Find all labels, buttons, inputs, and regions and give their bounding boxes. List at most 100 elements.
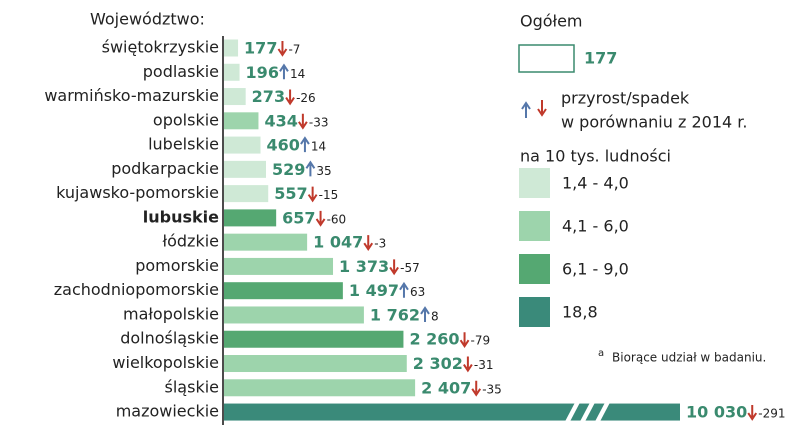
category-label: wielkopolskie <box>112 353 219 372</box>
legend-label: 4,1 - 6,0 <box>562 217 629 236</box>
bar <box>224 185 269 203</box>
category-label: śląskie <box>165 377 219 396</box>
category-label: świętokrzyskie <box>102 38 219 57</box>
value-label: 557 <box>274 184 307 203</box>
bar <box>224 160 267 178</box>
legend-label: 6,1 - 9,0 <box>562 260 629 279</box>
bar <box>224 355 407 373</box>
change-label: -33 <box>309 115 329 129</box>
change-label: -79 <box>471 334 491 348</box>
legend-swatch <box>519 168 550 198</box>
category-label: kujawsko-pomorskie <box>56 183 219 202</box>
change-label: -35 <box>482 382 502 396</box>
down-arrow <box>471 380 482 397</box>
bar <box>224 233 308 251</box>
value-label: 273 <box>252 87 285 106</box>
change-label: -15 <box>319 188 339 202</box>
category-label: małopolskie <box>123 304 219 323</box>
category-label: podlaskie <box>143 62 219 81</box>
footnote: Biorące udział w badaniu. <box>612 351 766 365</box>
change-label: -57 <box>400 261 420 275</box>
bar <box>224 282 343 300</box>
bar <box>224 63 240 81</box>
down-arrow <box>285 89 295 106</box>
value-label: 2 260 <box>409 330 459 349</box>
value-label: 2 407 <box>421 378 471 397</box>
up-arrow <box>279 63 289 80</box>
legend-total-sample: 177 <box>584 49 617 68</box>
change-label: 14 <box>311 140 326 154</box>
category-label: podkarpackie <box>111 159 219 178</box>
change-label: -26 <box>296 91 316 105</box>
up-arrow <box>420 306 430 322</box>
category-label: opolskie <box>153 110 219 129</box>
down-arrow <box>315 210 326 227</box>
down-arrow <box>747 405 758 421</box>
legend-total-box <box>518 44 575 73</box>
value-label: 1 762 <box>370 305 420 324</box>
category-label: lubuskie <box>143 207 219 226</box>
bar <box>224 112 259 130</box>
bar <box>224 88 246 106</box>
bar <box>224 39 239 57</box>
legend-label: 18,8 <box>562 303 598 322</box>
category-label: łódzkie <box>163 232 219 251</box>
category-label: warmińsko-mazurskie <box>44 86 219 105</box>
legend-label: 1,4 - 4,0 <box>562 174 629 193</box>
value-label: 2 302 <box>413 354 463 373</box>
bar <box>224 209 277 227</box>
up-arrow <box>300 136 310 153</box>
bar <box>224 136 261 154</box>
category-title: Województwo: <box>90 10 205 29</box>
category-label: dolnośląskie <box>120 329 219 348</box>
change-label: -60 <box>327 212 347 226</box>
category-label: pomorskie <box>135 256 219 275</box>
bar <box>224 379 416 397</box>
value-label: 434 <box>264 111 297 130</box>
down-arrow <box>307 186 318 203</box>
value-label: 657 <box>282 208 315 227</box>
change-label: 35 <box>316 164 331 178</box>
down-arrow <box>298 113 308 130</box>
change-label: 14 <box>290 67 305 81</box>
category-label: lubelskie <box>148 135 219 154</box>
category-label: zachodniopomorskie <box>54 280 219 299</box>
value-label: 177 <box>244 39 277 58</box>
value-label: 10 030 <box>686 403 747 422</box>
value-label: 460 <box>267 136 300 155</box>
down-arrow <box>389 259 399 276</box>
up-arrow <box>399 281 409 298</box>
change-label: -31 <box>474 358 494 372</box>
legend-classes-title: na 10 tys. ludności <box>520 147 671 166</box>
down-arrow <box>277 41 288 57</box>
value-label: 529 <box>272 160 305 179</box>
value-label: 196 <box>246 63 279 82</box>
change-label: 63 <box>410 285 425 299</box>
change-label: 8 <box>431 309 439 323</box>
value-label: 1 047 <box>313 233 363 252</box>
down-arrow <box>459 332 470 349</box>
down-arrow <box>363 235 374 251</box>
category-label: mazowieckie <box>116 402 219 421</box>
bar-break <box>580 402 595 422</box>
value-label: 1 497 <box>349 281 399 300</box>
up-arrow <box>305 160 316 177</box>
footnote-marker: a <box>598 348 604 359</box>
legend-swatch <box>519 211 550 241</box>
bar-break <box>595 402 610 422</box>
bar <box>224 306 364 324</box>
value-label: 1 373 <box>339 257 389 276</box>
change-label: -3 <box>374 237 386 251</box>
bar-break <box>565 402 580 422</box>
legend-change-title: przyrost/spadek <box>561 89 690 108</box>
legend-up-arrow <box>521 101 531 118</box>
change-label: -7 <box>288 43 300 57</box>
legend-down-arrow <box>537 100 547 117</box>
bar <box>224 330 404 348</box>
bar <box>224 257 334 275</box>
legend-swatch <box>519 297 550 327</box>
legend-swatch <box>519 254 550 284</box>
legend-total-title: Ogółem <box>520 12 583 31</box>
change-label: -291 <box>758 407 785 421</box>
